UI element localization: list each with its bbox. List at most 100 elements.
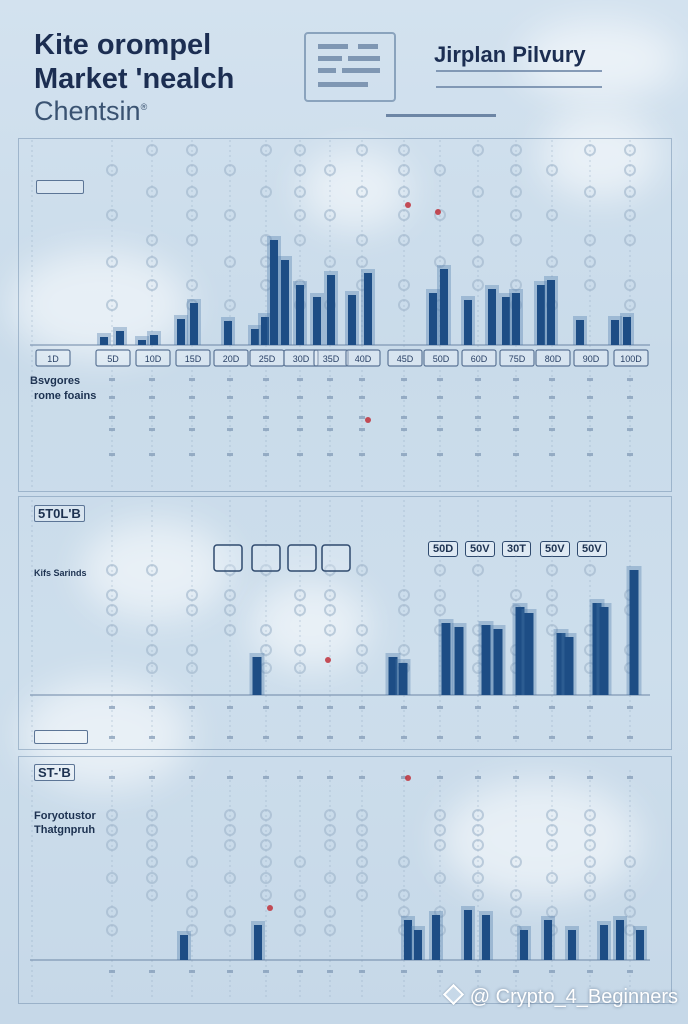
texture-dot	[510, 186, 522, 198]
row-marker	[109, 970, 115, 973]
texture-dot	[106, 924, 118, 936]
row-marker	[549, 776, 555, 779]
texture-dot	[546, 824, 558, 836]
texture-dot	[546, 209, 558, 221]
row-marker	[587, 706, 593, 709]
row-marker	[587, 416, 593, 419]
bar	[429, 293, 437, 345]
accent-marker	[365, 417, 371, 423]
texture-dot	[546, 164, 558, 176]
texture-dot	[356, 824, 368, 836]
texture-dot	[106, 164, 118, 176]
row-marker	[227, 428, 233, 431]
row-marker	[401, 428, 407, 431]
row-marker	[475, 736, 481, 739]
texture-dot	[434, 256, 446, 268]
texture-dot	[472, 839, 484, 851]
row-marker	[437, 970, 443, 973]
category-box	[213, 349, 249, 367]
texture-dot	[224, 809, 236, 821]
category-chip: 50V	[465, 541, 495, 557]
bar	[623, 317, 631, 345]
category-label: 10D	[145, 354, 162, 364]
texture-dot	[146, 144, 158, 156]
row-marker	[227, 776, 233, 779]
accent-marker	[325, 657, 331, 663]
bar	[556, 633, 566, 695]
texture-dot	[324, 209, 336, 221]
row-marker	[587, 776, 593, 779]
texture-dot	[106, 209, 118, 221]
row-marker	[263, 706, 269, 709]
row-marker	[627, 776, 633, 779]
texture-dot	[510, 279, 522, 291]
bar	[150, 335, 158, 345]
row-marker	[587, 736, 593, 739]
row-marker	[189, 378, 195, 381]
texture-dot	[106, 604, 118, 616]
texture-dot	[294, 589, 306, 601]
bar	[464, 300, 472, 345]
texture-dot	[224, 872, 236, 884]
texture-dot	[510, 589, 522, 601]
row-marker	[189, 736, 195, 739]
category-box	[613, 349, 649, 367]
page-title: Kite orompel Market 'nealch	[34, 28, 234, 96]
texture-dot	[186, 186, 198, 198]
texture-dot	[260, 624, 272, 636]
category-box	[387, 349, 423, 367]
bar	[592, 603, 602, 695]
row-label: Thatgnpruh	[34, 824, 96, 836]
bar	[177, 319, 185, 345]
texture-dot	[584, 564, 596, 576]
texture-dot	[434, 872, 446, 884]
texture-dot	[146, 564, 158, 576]
category-label: 100D	[620, 354, 642, 364]
bar	[224, 321, 232, 345]
texture-dot	[106, 589, 118, 601]
texture-dot	[324, 924, 336, 936]
texture-dot	[146, 809, 158, 821]
texture-dot	[106, 256, 118, 268]
row-marker	[587, 396, 593, 399]
texture-dot	[146, 186, 158, 198]
texture-dot	[146, 889, 158, 901]
bar	[348, 295, 356, 345]
texture-dot	[434, 164, 446, 176]
bar	[564, 637, 574, 695]
row-marker	[297, 736, 303, 739]
texture-dot	[584, 856, 596, 868]
bar	[482, 915, 490, 960]
texture-dot	[324, 604, 336, 616]
texture-dot	[186, 234, 198, 246]
row-marker	[359, 378, 365, 381]
bar	[629, 570, 639, 695]
category-box	[135, 349, 171, 367]
texture-dot	[106, 299, 118, 311]
category-label: 80D	[545, 354, 562, 364]
accent-marker	[405, 775, 411, 781]
row-marker	[297, 378, 303, 381]
row-marker	[297, 416, 303, 419]
middle-footer-tag	[34, 730, 88, 744]
row-marker	[549, 970, 555, 973]
texture-dot	[584, 144, 596, 156]
row-marker	[475, 970, 481, 973]
texture-dot	[356, 872, 368, 884]
row-marker	[401, 453, 407, 456]
texture-dot	[260, 144, 272, 156]
texture-dot	[434, 824, 446, 836]
category-label: 30D	[293, 354, 310, 364]
bar	[100, 337, 108, 345]
cloud	[250, 580, 370, 670]
bar	[524, 613, 534, 695]
texture-dot	[260, 564, 272, 576]
texture-dot	[434, 589, 446, 601]
middle-section-badge: 5T0L'B	[34, 505, 85, 522]
texture-dot	[294, 164, 306, 176]
row-marker	[263, 396, 269, 399]
texture-dot	[584, 889, 596, 901]
row-marker	[189, 453, 195, 456]
texture-dot	[398, 299, 410, 311]
